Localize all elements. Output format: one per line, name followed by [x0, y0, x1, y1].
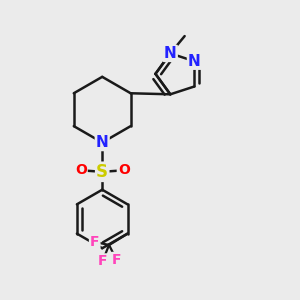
Text: F: F: [112, 253, 121, 267]
Text: F: F: [98, 254, 107, 268]
Text: N: N: [188, 54, 201, 69]
Text: S: S: [96, 163, 108, 181]
Text: N: N: [96, 135, 109, 150]
Text: O: O: [118, 163, 130, 177]
Text: N: N: [164, 46, 177, 61]
Text: O: O: [75, 163, 87, 177]
Text: F: F: [90, 235, 100, 249]
